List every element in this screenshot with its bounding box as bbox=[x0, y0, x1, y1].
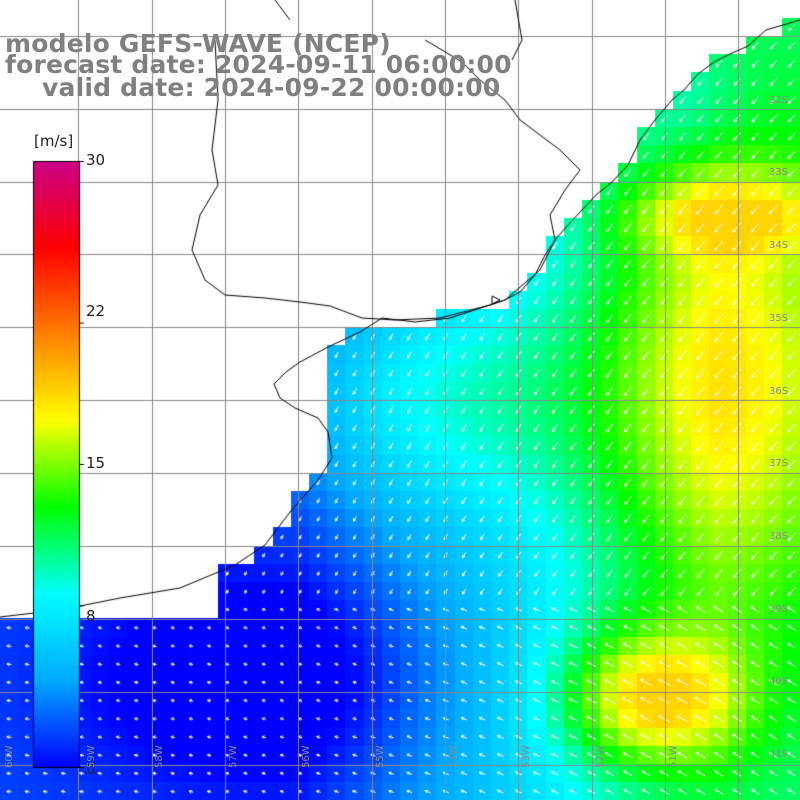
colorbar-tick-22: 22 bbox=[86, 302, 106, 320]
lon-label-54w: 54W bbox=[448, 745, 459, 768]
lat-label-34s: 34S bbox=[769, 240, 789, 251]
lon-label-58w: 58W bbox=[154, 745, 165, 768]
lat-label-41s: 41S bbox=[769, 749, 789, 760]
lat-label-33s: 33S bbox=[769, 167, 789, 178]
lon-label-55w: 55W bbox=[375, 745, 386, 768]
lat-label-37s: 37S bbox=[769, 458, 789, 469]
lon-label-56w: 56W bbox=[301, 745, 312, 768]
colorbar-tick-8: 8 bbox=[86, 607, 96, 625]
lat-label-35s: 35S bbox=[769, 313, 789, 324]
forecast-date: forecast date: 2024-09-11 06:00:00 bbox=[5, 50, 512, 79]
lat-label-32s: 32S bbox=[769, 95, 789, 106]
lon-label-57w: 57W bbox=[228, 745, 239, 768]
lat-label-36s: 36S bbox=[769, 386, 789, 397]
lon-label-53w: 53W bbox=[521, 745, 532, 768]
colorbar-unit: [m/s] bbox=[34, 132, 74, 150]
lon-label-60w: 60W bbox=[4, 745, 15, 768]
lon-label-51w: 51W bbox=[668, 745, 679, 768]
lon-label-59w: 59W bbox=[86, 745, 97, 768]
lat-label-39s: 39S bbox=[769, 604, 789, 615]
colorbar-tick-0: 0 bbox=[86, 760, 96, 778]
lat-label-38s: 38S bbox=[769, 531, 789, 542]
lon-label-52w: 52W bbox=[595, 745, 606, 768]
colorbar-tick-15: 15 bbox=[86, 454, 106, 472]
valid-date: valid date: 2024-09-22 00:00:00 bbox=[42, 73, 501, 102]
lat-label-40s: 40S bbox=[769, 676, 789, 687]
model-title: modelo GEFS-WAVE (NCEP) bbox=[5, 29, 391, 58]
colorbar-tick-30: 30 bbox=[86, 151, 106, 169]
